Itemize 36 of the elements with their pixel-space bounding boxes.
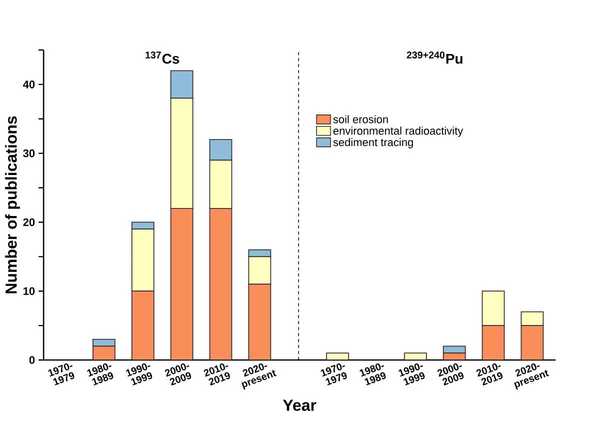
bar: [131, 228, 154, 292]
bar: [482, 290, 505, 326]
bar: [209, 208, 232, 360]
legend-label: environmental radioactivity: [333, 126, 464, 137]
bar: [209, 139, 232, 161]
bar: [248, 284, 272, 360]
legend-label: soil erosion: [333, 115, 388, 124]
x-tick-label: 2010-2019: [476, 363, 503, 386]
x-tick-label: 1990-1999: [398, 363, 425, 386]
x-tick-label: 2010-2019: [204, 363, 230, 386]
bar: [520, 325, 544, 360]
x-tick-label: 2000-2009: [164, 363, 192, 386]
y-tick-label: 40: [23, 80, 35, 88]
bar: [248, 256, 272, 285]
x-tick-label: 1980-1989: [360, 363, 386, 386]
y-tick-label: 0: [29, 356, 35, 364]
bar: [131, 290, 154, 360]
y-axis-title: Number of publications: [5, 116, 20, 294]
annotation: $^{239+240}$Pu: [406, 52, 462, 64]
x-tick-label: 1990-1999: [126, 363, 152, 386]
bar: [209, 160, 232, 209]
x-axis-title: Year: [282, 400, 316, 411]
annotation: $^{137}$Cs: [146, 52, 180, 64]
bar: [482, 325, 505, 360]
x-tick-label: 1970-1979: [48, 363, 74, 386]
bar: [170, 98, 194, 209]
bar: [170, 208, 194, 360]
bar: [520, 311, 544, 326]
y-tick-label: 20: [23, 218, 35, 226]
y-tick-label: 10: [24, 287, 35, 296]
x-tick-label: 1970-1979: [320, 363, 347, 386]
bar: [92, 346, 115, 360]
x-tick-label: 1980-1989: [87, 363, 114, 386]
y-tick-label: 30: [23, 149, 35, 158]
x-tick-label: 2000-2009: [437, 363, 464, 386]
legend-label: sediment tracing: [333, 138, 413, 148]
